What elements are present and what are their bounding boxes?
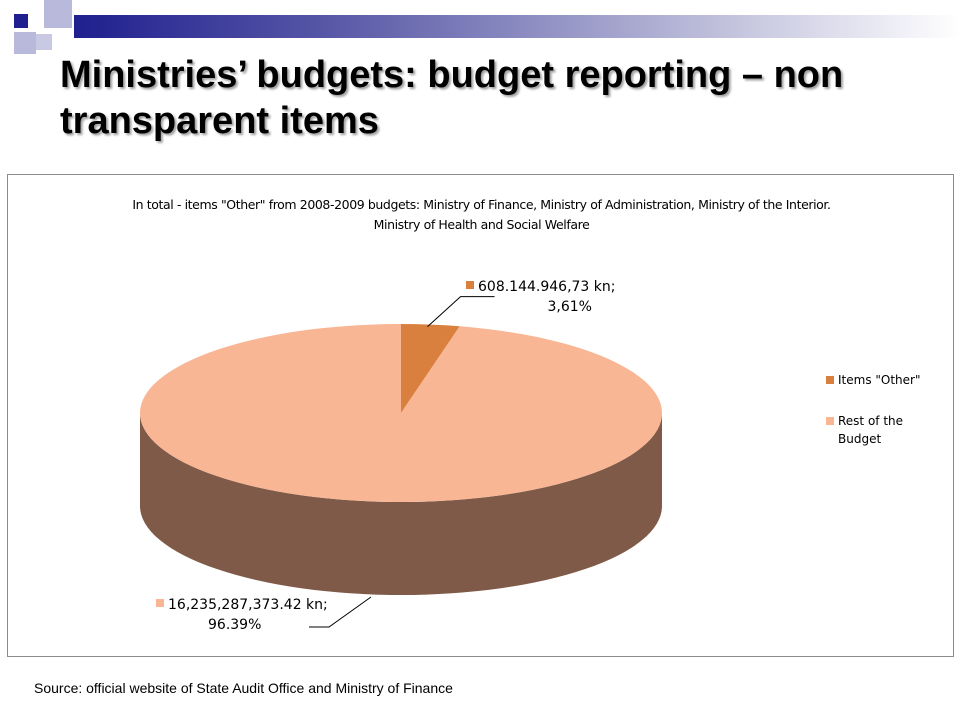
data-label-percent: 3,61% — [547, 299, 592, 315]
data-label-items-other: 608.144.946,73 kn; 3,61% — [466, 277, 615, 317]
legend-swatch — [826, 417, 834, 425]
label-swatch-items-other — [466, 281, 474, 289]
corner-square-light — [44, 0, 72, 28]
leader-line-rest-of-budget — [309, 596, 372, 628]
data-label-value: 608.144.946,73 kn; — [478, 279, 616, 295]
header-gradient-strip — [74, 15, 960, 38]
chart-title-line-1: In total - items "Other" from 2008-2009 … — [132, 197, 831, 212]
legend-label: Rest of the Budget — [838, 414, 904, 446]
corner-square-light — [14, 32, 36, 54]
pie-slice-rest-of-budget — [139, 324, 662, 502]
legend-swatch — [826, 376, 834, 384]
leader-line-items-other — [427, 296, 495, 327]
legend-item-rest-of-budget: Rest of the Budget — [826, 412, 946, 448]
label-swatch-rest-of-budget — [156, 599, 164, 607]
data-label-rest-of-budget: 16,235,287,373.42 kn; 96.39% — [156, 595, 328, 635]
legend-item-items-other: Items "Other" — [826, 371, 946, 389]
pie-chart — [139, 296, 662, 628]
source-note: Source: official website of State Audit … — [34, 680, 453, 696]
chart-frame: In total - items "Other" from 2008-2009 … — [7, 174, 954, 657]
data-label-value: 16,235,287,373.42 kn; — [168, 597, 328, 613]
legend-label: Items "Other" — [838, 373, 921, 387]
pie-side-band — [140, 413, 662, 595]
chart-legend: Items "Other" Rest of the Budget — [826, 371, 946, 471]
chart-title: In total - items "Other" from 2008-2009 … — [8, 195, 955, 235]
chart-title-line-2: Ministry of Health and Social Welfare — [373, 217, 590, 232]
slide-title: Ministries’ budgets: budget reporting – … — [60, 54, 844, 142]
corner-square-light — [36, 34, 52, 50]
corner-square-navy — [14, 14, 28, 28]
pie-slice-items-other — [401, 324, 460, 413]
data-label-percent: 96.39% — [208, 617, 262, 633]
